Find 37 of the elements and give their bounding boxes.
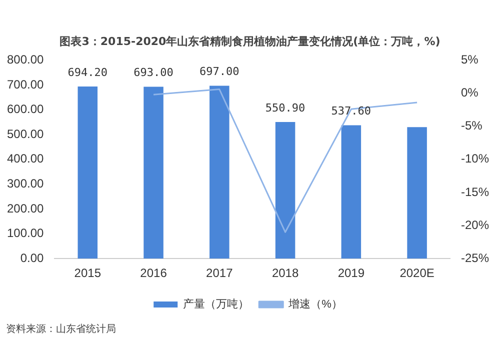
y-tick-label: 800.00 <box>7 52 44 67</box>
legend-label: 增速（%） <box>288 298 342 311</box>
x-tick-label: 2020E <box>400 266 434 280</box>
bar <box>407 127 427 259</box>
y2-tick-label: -25% <box>460 250 490 265</box>
bar <box>210 86 230 259</box>
data-label: 697.00 <box>200 65 240 78</box>
data-label: 693.00 <box>134 66 174 80</box>
x-tick-label: 2016 <box>140 266 168 280</box>
data-label: 694.20 <box>68 66 108 79</box>
text: 资料来源：山东省统计局 <box>6 322 116 336</box>
bar <box>78 86 98 259</box>
data-label: 537.60 <box>331 104 372 118</box>
x-tick-label: 2019 <box>338 266 365 280</box>
y-tick-label: 600.00 <box>7 102 44 116</box>
bar <box>144 86 164 259</box>
y-tick-label: 400.00 <box>7 152 44 166</box>
y2-tick-label: 0% <box>460 86 479 100</box>
y2-tick-label: 5% <box>460 52 479 67</box>
y-tick-label: 500.00 <box>7 126 44 141</box>
legend-label: 产量（万吨） <box>183 298 250 311</box>
y2-tick-label: -10% <box>460 152 490 166</box>
bar <box>341 125 362 259</box>
y-tick-label: 700.00 <box>7 77 44 92</box>
x-tick-label: 2018 <box>272 266 299 280</box>
y2-tick-label: -15% <box>460 184 490 199</box>
x-tick-label: 2015 <box>74 266 102 280</box>
y-tick-label: 100.00 <box>7 226 44 240</box>
y-tick-label: 0.00 <box>20 250 44 265</box>
y2-tick-label: -20% <box>460 218 490 232</box>
chart-title: 图表3：2015-2020年山东省精制食用植物油产量变化情况(单位：万吨，%) <box>58 34 442 49</box>
bar <box>275 122 296 259</box>
y-tick-label: 200.00 <box>7 201 44 216</box>
y2-tick-label: -5% <box>460 118 483 133</box>
x-tick-label: 2017 <box>206 266 234 280</box>
y-tick-label: 300.00 <box>7 176 44 191</box>
data-label: 550.90 <box>265 101 306 114</box>
